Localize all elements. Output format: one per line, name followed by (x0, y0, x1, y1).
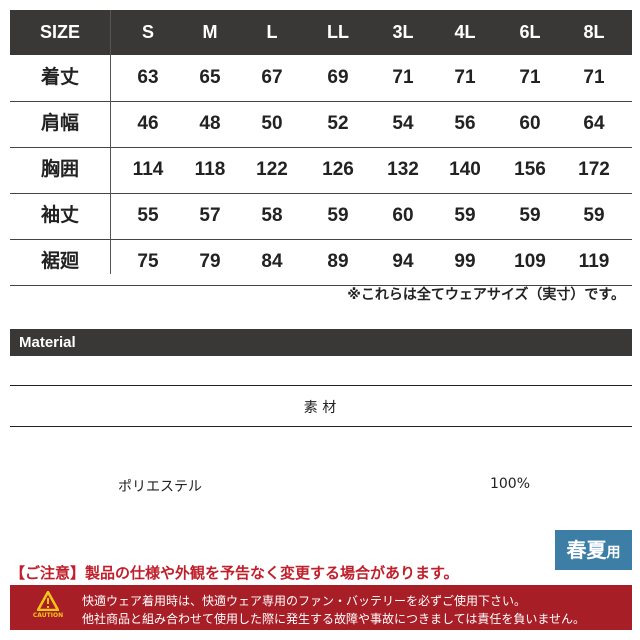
warning-triangle-icon: CAUTION (28, 590, 68, 619)
table-cell: 56 (454, 113, 476, 134)
table-cell: 59 (327, 205, 349, 226)
caution-label: CAUTION (32, 612, 64, 619)
caution-banner: CAUTION 快適ウェア着用時は、快適ウェア専用のファン・バッテリーを必ずご使… (10, 585, 632, 630)
notice-text: 【ご注意】製品の仕様や外観を予告なく変更する場合があります。 (10, 564, 459, 582)
table-cell: 48 (199, 113, 221, 134)
size-table-header: SIZE S M L LL 3L 4L 6L 8L (10, 10, 632, 55)
table-row: 裾廻 75 79 84 89 94 99 109 119 (10, 239, 632, 286)
table-cell: 84 (261, 251, 283, 272)
table-cell: 156 (514, 159, 546, 180)
table-cell: 89 (327, 251, 349, 272)
table-cell: 79 (199, 251, 221, 272)
table-cell: 59 (583, 205, 605, 226)
row-label: 肩幅 (40, 113, 79, 134)
table-cell: 59 (454, 205, 476, 226)
divider (10, 385, 632, 386)
table-cell: 140 (449, 159, 481, 180)
material-name: ポリエステル (118, 479, 202, 495)
table-cell: 75 (137, 251, 159, 272)
season-badge-main: 春夏 (566, 538, 607, 562)
table-cell: 46 (137, 113, 159, 134)
table-cell: 172 (578, 159, 610, 180)
column-divider (110, 10, 111, 274)
table-cell: 114 (132, 159, 164, 180)
table-cell: 63 (137, 67, 159, 88)
size-header-M: M (202, 22, 218, 42)
table-cell: 118 (194, 159, 226, 180)
size-note: ※これらは全てウェアサイズ（実寸）です。 (347, 287, 625, 303)
caution-line-1: 快適ウェア着用時は、快適ウェア専用のファン・バッテリーを必ずご使用下さい。 (82, 594, 527, 608)
size-header-8L: 8L (583, 22, 605, 42)
row-label: 胸囲 (40, 159, 79, 180)
row-label: 裾廻 (40, 251, 79, 272)
table-cell: 119 (578, 251, 610, 272)
table-cell: 109 (514, 251, 546, 272)
table-cell: 71 (392, 67, 414, 88)
material-column-header: 素 材 (303, 400, 337, 416)
table-cell: 60 (519, 113, 541, 134)
material-percent: 100% (489, 476, 531, 492)
table-cell: 67 (261, 67, 283, 88)
size-header-6L: 6L (519, 22, 541, 42)
row-label: 着丈 (40, 67, 79, 88)
table-cell: 59 (519, 205, 541, 226)
table-cell: 52 (327, 113, 349, 134)
table-cell: 55 (137, 205, 159, 226)
table-cell: 57 (199, 205, 221, 226)
material-section-title: Material (10, 329, 632, 356)
size-header-4L: 4L (454, 22, 476, 42)
table-cell: 65 (199, 67, 221, 88)
table-cell: 64 (583, 113, 605, 134)
table-cell: 69 (327, 67, 349, 88)
table-cell: 60 (392, 205, 414, 226)
table-cell: 71 (519, 67, 541, 88)
size-header-label: SIZE (39, 22, 80, 42)
table-cell: 58 (261, 205, 283, 226)
table-cell: 50 (261, 113, 283, 134)
table-cell: 132 (387, 159, 419, 180)
size-header-S: S (141, 22, 154, 42)
table-cell: 122 (256, 159, 288, 180)
table-row: 袖丈 55 57 58 59 60 59 59 59 (10, 193, 632, 240)
caution-line-2: 他社商品と組み合わせて使用した際に発生する故障や事故につきましては責任を負いませ… (82, 612, 586, 626)
size-header-LL: LL (327, 22, 349, 42)
table-row: 着丈 63 65 67 69 71 71 71 71 (10, 55, 632, 102)
table-cell: 126 (322, 159, 354, 180)
season-badge-suffix: 用 (606, 545, 621, 561)
table-cell: 99 (454, 251, 476, 272)
table-row: 肩幅 46 48 50 52 54 56 60 64 (10, 101, 632, 148)
table-cell: 71 (583, 67, 605, 88)
table-row: 胸囲 114 118 122 126 132 140 156 172 (10, 147, 632, 194)
table-cell: 94 (392, 251, 414, 272)
row-label: 袖丈 (40, 205, 79, 226)
table-cell: 71 (454, 67, 476, 88)
table-cell: 54 (392, 113, 414, 134)
divider (10, 426, 632, 427)
size-header-L: L (266, 22, 278, 42)
size-header-3L: 3L (392, 22, 414, 42)
season-badge: 春夏用 (555, 530, 632, 570)
